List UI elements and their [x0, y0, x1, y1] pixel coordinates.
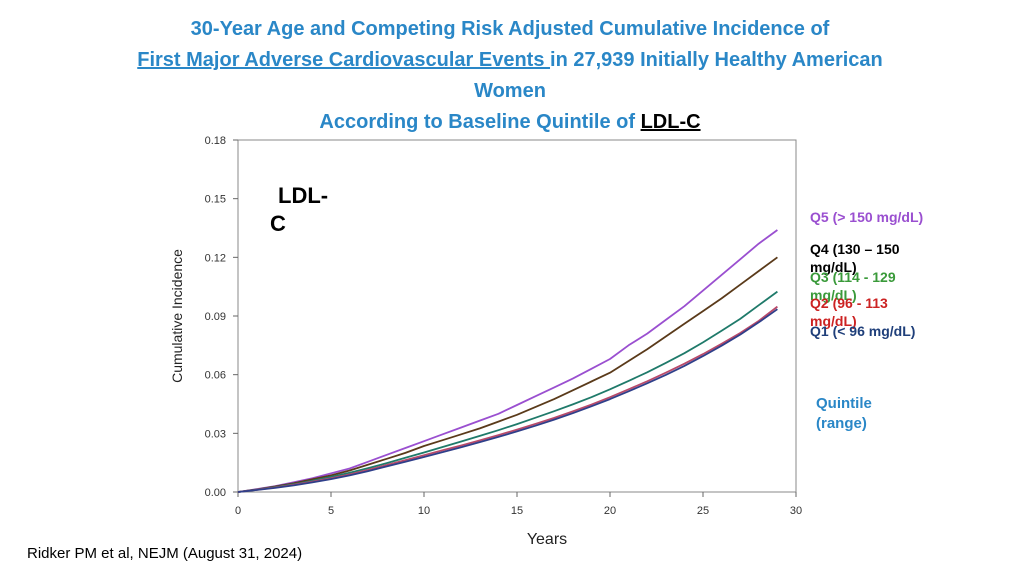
legend-label-q5: Q5 (> 150 mg/dL): [810, 209, 924, 225]
y-tick-label: 0.15: [205, 194, 226, 206]
legend-item-q4: Q4 (130 – 150 mg/dL): [810, 240, 930, 276]
y-tick-label: 0.03: [205, 428, 226, 440]
series-line-q3: [237, 290, 778, 493]
y-tick-label: 0.18: [205, 135, 226, 147]
legend-item-q2: Q2 (96 - 113 mg/dL): [810, 294, 930, 330]
y-tick-label: 0.06: [205, 370, 226, 382]
x-tick-label: 25: [697, 505, 709, 517]
title-line-2: First Major Adverse Cardiovascular Event…: [40, 45, 980, 76]
x-tick-label: 5: [328, 505, 334, 517]
legend-label-q2: Q2 (96 - 113 mg/dL): [810, 295, 888, 329]
title-line-2-rest: in 27,939 Initially Healthy American: [550, 49, 883, 71]
title-underlined-link[interactable]: First Major Adverse Cardiovascular Event…: [137, 49, 551, 71]
y-axis-label: Cumulative Incidence: [169, 249, 185, 383]
title-line-4-prefix: According to Baseline Quintile of: [319, 111, 641, 133]
plot-area: 0.00 0.03 0.06 0.09 0.12 0.15 0.18 0 5 10 15 20 25 30…: [169, 135, 802, 548]
ldl-c-label-line1: LDL-: [278, 183, 329, 208]
series-line-q2: [237, 305, 778, 493]
title-line-4: According to Baseline Quintile of LDL-C: [40, 107, 980, 138]
legend-label-q4: Q4 (130 – 150 mg/dL): [810, 241, 900, 275]
x-tick-label: 30: [790, 505, 802, 517]
x-axis-label: Years: [527, 531, 567, 548]
series-line-q5: [237, 229, 778, 493]
series-line-q4: [237, 256, 778, 493]
citation: Ridker PM et al, NEJM (August 31, 2024): [27, 545, 303, 562]
x-tick-label: 0: [235, 505, 241, 517]
title-line-3: Women: [474, 80, 546, 102]
legend-label-q3: Q3 (114 - 129 mg/dL): [810, 269, 896, 303]
title-ldl-link[interactable]: LDL-C: [640, 111, 701, 133]
legend-title: Quintile (range): [816, 395, 872, 432]
title-line-1: 30-Year Age and Competing Risk Adjusted …: [190, 18, 830, 40]
series-line-q1: [237, 308, 778, 493]
x-tick-label: 10: [418, 505, 430, 517]
y-tick-label: 0.00: [205, 487, 226, 499]
ldl-c-label-line2: C: [270, 211, 286, 236]
ldl-c-plot-label: LDL- C: [270, 182, 328, 238]
legend-label-q1: Q1 (< 96 mg/dL): [810, 323, 916, 339]
x-tick-label: 20: [604, 505, 616, 517]
chart-title: 30-Year Age and Competing Risk Adjusted …: [40, 14, 980, 138]
y-tick-label: 0.09: [205, 311, 226, 323]
x-tick-label: 15: [511, 505, 523, 517]
legend-item-q1: Q1 (< 96 mg/dL): [810, 322, 930, 340]
legend-item-q3: Q3 (114 - 129 mg/dL): [810, 268, 930, 304]
y-tick-label: 0.12: [205, 252, 226, 264]
legend-item-q5: Q5 (> 150 mg/dL): [810, 208, 930, 226]
